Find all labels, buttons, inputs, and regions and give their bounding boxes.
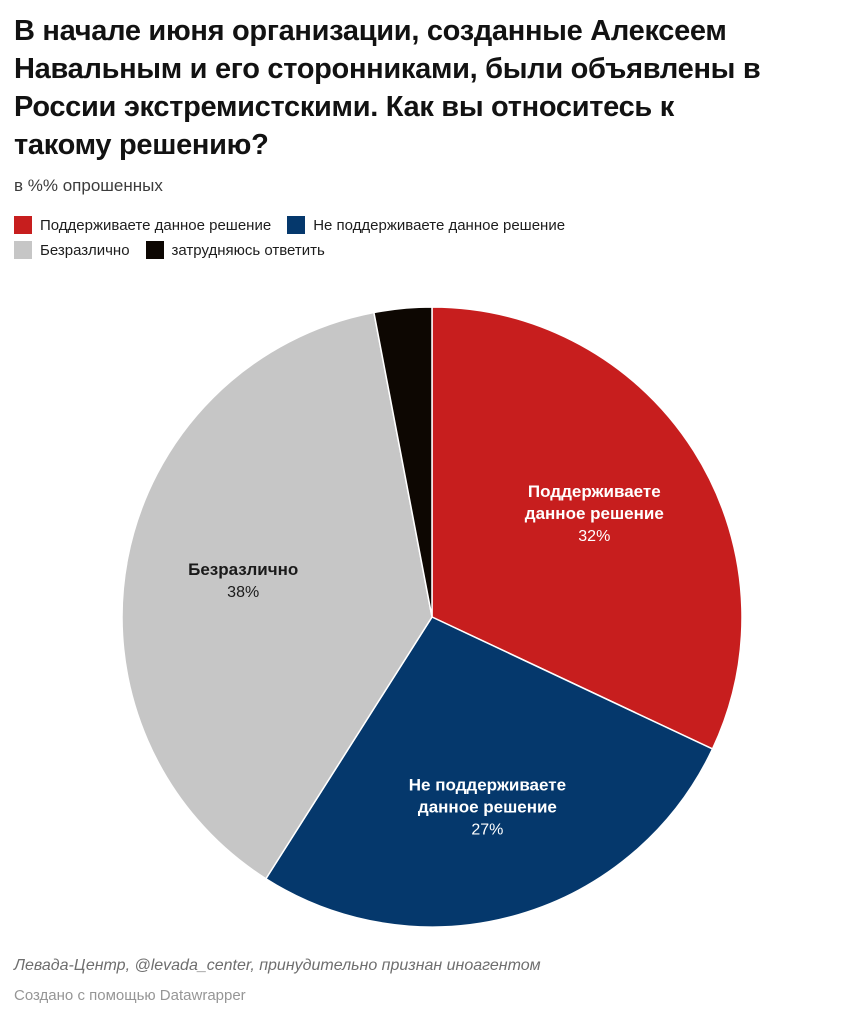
pie-slice-label-support: Поддерживаете данное решение 32%: [525, 482, 664, 545]
legend-row: Безразлично затрудняюсь ответить: [14, 241, 844, 259]
legend-label: затрудняюсь ответить: [171, 241, 325, 259]
legend-item: Не поддерживаете данное решение: [287, 216, 565, 234]
legend-item: Безразлично: [14, 241, 130, 259]
pie-slice-indifferent: [121, 311, 433, 880]
datawrapper-credit: Создано с помощью Datawrapper: [14, 987, 246, 1004]
pie-slice-undecided: [373, 306, 433, 618]
legend-item: затрудняюсь ответить: [145, 241, 325, 259]
legend: Поддерживаете данное решение Не поддержив…: [14, 216, 844, 259]
chart-title: В начале июня организации, созданные Але…: [14, 15, 761, 161]
pie-slice-oppose: [264, 616, 714, 928]
legend-label: Не поддерживаете данное решение: [313, 216, 566, 234]
legend-item: Поддерживаете данное решение: [14, 216, 271, 234]
legend-swatch: [14, 216, 32, 234]
chart-subtitle: в %% опрошенных: [14, 176, 163, 195]
legend-swatch: [145, 241, 164, 259]
legend-label: Безразлично: [40, 241, 130, 259]
legend-swatch: [14, 241, 32, 259]
legend-row: Поддерживаете данное решение Не поддержив…: [14, 216, 844, 234]
legend-swatch: [287, 216, 306, 234]
pie-slice-label-oppose: Не поддерживаете данное решение 27%: [409, 776, 566, 839]
pie-slice-support: [431, 306, 743, 750]
legend-label: Поддерживаете данное решение: [40, 216, 272, 234]
pie-slice-label-indifferent: Безразлично 38%: [188, 560, 298, 601]
source-note: Левада-Центр, @levada_center, принудител…: [14, 957, 541, 974]
